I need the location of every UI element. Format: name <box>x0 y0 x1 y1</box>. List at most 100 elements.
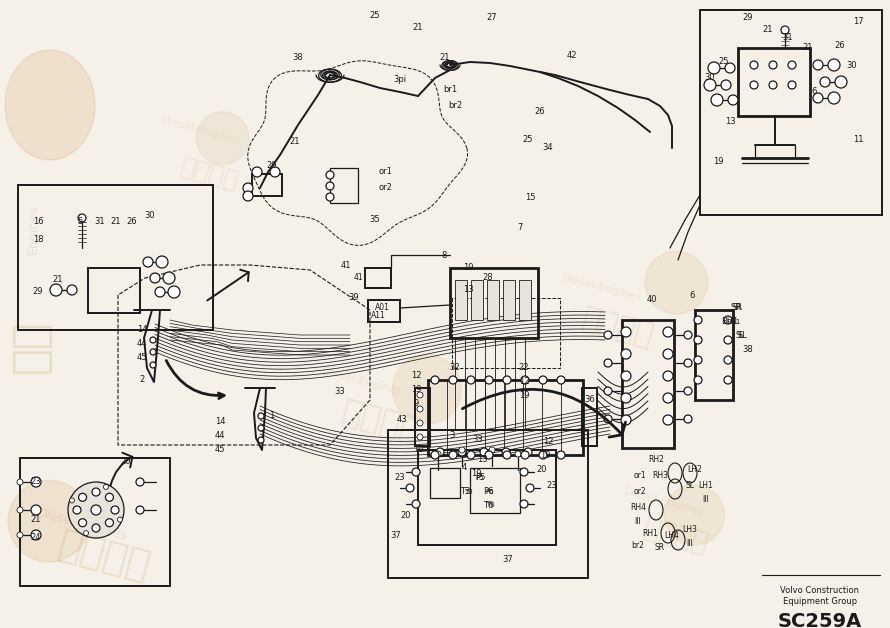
Text: SC259A: SC259A <box>778 612 862 628</box>
Text: 30: 30 <box>846 62 857 70</box>
Circle shape <box>431 451 439 459</box>
Circle shape <box>50 284 62 296</box>
Text: or1: or1 <box>378 168 392 176</box>
Text: 21: 21 <box>413 23 424 33</box>
Text: Volvo Construction: Volvo Construction <box>781 586 860 595</box>
Text: 45: 45 <box>214 445 225 455</box>
Circle shape <box>431 376 439 384</box>
Circle shape <box>645 251 708 314</box>
Text: P6: P6 <box>482 487 493 497</box>
Circle shape <box>459 447 465 453</box>
Circle shape <box>788 81 796 89</box>
Circle shape <box>694 336 702 344</box>
Bar <box>368 300 400 322</box>
Circle shape <box>520 468 528 476</box>
Text: Engines: Engines <box>27 205 40 254</box>
Bar <box>582 388 597 446</box>
Circle shape <box>417 392 423 398</box>
Circle shape <box>78 214 86 222</box>
Text: lll: lll <box>702 495 709 504</box>
Ellipse shape <box>5 50 95 160</box>
Text: 6: 6 <box>690 291 695 300</box>
Text: 21: 21 <box>290 138 300 146</box>
Circle shape <box>769 81 777 89</box>
Circle shape <box>621 393 631 403</box>
Circle shape <box>539 451 547 459</box>
Circle shape <box>828 92 840 104</box>
Bar <box>471 280 483 320</box>
Text: A11: A11 <box>370 311 385 320</box>
Text: 34: 34 <box>543 144 554 153</box>
Text: 12: 12 <box>519 377 530 386</box>
Circle shape <box>326 182 334 190</box>
Text: 19: 19 <box>539 452 550 460</box>
Circle shape <box>485 451 493 459</box>
Circle shape <box>663 415 673 425</box>
Circle shape <box>258 425 264 431</box>
Text: 31: 31 <box>94 217 105 227</box>
Text: 16: 16 <box>33 217 44 227</box>
Circle shape <box>621 415 631 425</box>
Bar <box>252 174 282 196</box>
Text: 4: 4 <box>461 463 466 472</box>
Bar <box>470 468 520 513</box>
Text: br1: br1 <box>443 85 457 94</box>
Text: 33: 33 <box>335 387 345 396</box>
Text: 7: 7 <box>517 224 522 232</box>
Bar <box>388 430 588 578</box>
Circle shape <box>781 26 789 34</box>
Text: 29: 29 <box>743 13 753 23</box>
Text: 20: 20 <box>121 458 131 467</box>
Text: 6: 6 <box>812 87 817 97</box>
Circle shape <box>84 531 88 536</box>
Text: Diesel-Engines: Diesel-Engines <box>160 116 242 146</box>
Bar <box>20 458 170 586</box>
Circle shape <box>150 273 160 283</box>
Circle shape <box>503 451 511 459</box>
Text: 28: 28 <box>482 274 493 283</box>
Circle shape <box>196 112 249 165</box>
Text: 23: 23 <box>30 477 41 487</box>
Bar <box>700 10 882 215</box>
Text: 12: 12 <box>543 438 554 447</box>
Circle shape <box>449 376 457 384</box>
Text: 19: 19 <box>519 391 530 401</box>
Text: 24: 24 <box>31 534 41 543</box>
Circle shape <box>708 62 720 74</box>
Text: 22: 22 <box>519 364 530 372</box>
Bar <box>487 280 499 320</box>
Circle shape <box>69 498 75 503</box>
Circle shape <box>103 484 109 489</box>
Text: 8: 8 <box>441 251 447 259</box>
Circle shape <box>412 468 420 476</box>
Text: 21: 21 <box>53 276 63 284</box>
Circle shape <box>436 448 444 456</box>
Text: 紧发动力: 紧发动力 <box>641 514 712 559</box>
Circle shape <box>91 505 101 515</box>
Circle shape <box>664 485 724 545</box>
Circle shape <box>73 506 81 514</box>
Circle shape <box>111 506 119 514</box>
Circle shape <box>143 257 153 267</box>
Text: Diesel-Engines: Diesel-Engines <box>36 507 128 543</box>
Circle shape <box>150 337 156 343</box>
Circle shape <box>557 376 565 384</box>
Circle shape <box>258 413 264 419</box>
Bar <box>330 168 358 203</box>
Text: 19: 19 <box>463 264 473 273</box>
Text: RH3: RH3 <box>652 472 668 480</box>
Circle shape <box>684 331 692 339</box>
Text: 31: 31 <box>782 33 793 43</box>
Circle shape <box>489 447 495 453</box>
Circle shape <box>105 493 113 501</box>
Circle shape <box>721 80 731 90</box>
Text: 30: 30 <box>705 73 716 82</box>
Circle shape <box>524 448 532 456</box>
Circle shape <box>750 81 758 89</box>
Circle shape <box>684 387 692 395</box>
Circle shape <box>724 356 732 364</box>
Circle shape <box>270 167 280 177</box>
Circle shape <box>813 93 823 103</box>
Circle shape <box>243 183 253 193</box>
Text: 27: 27 <box>487 13 498 23</box>
